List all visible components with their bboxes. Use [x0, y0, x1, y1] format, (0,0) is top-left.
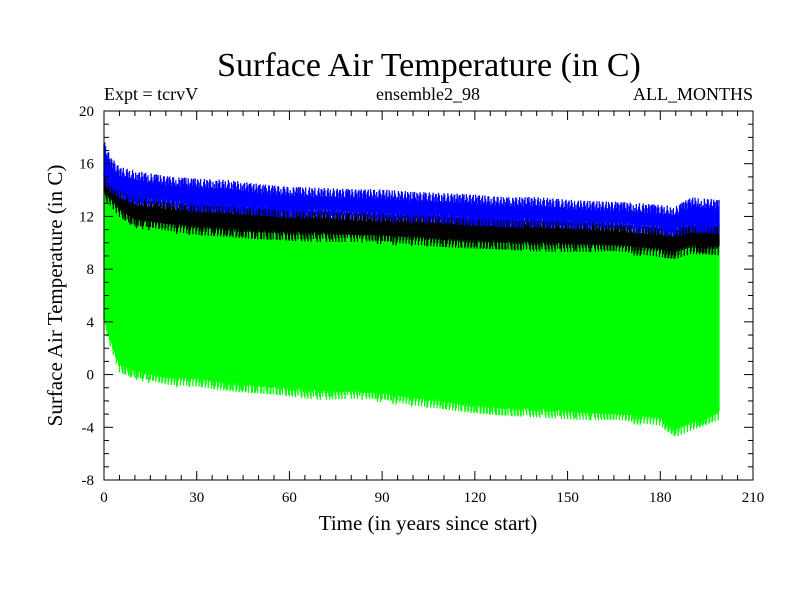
x-tick-label: 90 — [375, 490, 390, 506]
axes: -8 -4 0 4 8 12 16 20 0 30 60 90 120 150 180 210 — [79, 104, 764, 506]
ensemble-label: ensemble2_98 — [376, 84, 480, 104]
x-tick-label: 150 — [556, 490, 579, 506]
chart-title: Surface Air Temperature (in C) — [217, 47, 641, 84]
x-tick-label: 0 — [100, 490, 108, 506]
x-tick-label: 180 — [649, 490, 672, 506]
y-tick-label: -8 — [82, 473, 95, 489]
y-tick-label: 0 — [87, 368, 95, 384]
experiment-label: Expt = tcrvV — [104, 84, 198, 104]
plot-area — [103, 142, 720, 437]
x-tick-label: 210 — [742, 490, 765, 506]
x-axis-title: Time (in years since start) — [319, 511, 538, 535]
months-label: ALL_MONTHS — [633, 84, 753, 104]
y-tick-label: 20 — [79, 104, 94, 120]
y-tick-label: 12 — [79, 209, 94, 225]
x-tick-label: 30 — [189, 490, 204, 506]
y-tick-label: 8 — [87, 262, 95, 278]
x-tick-label: 60 — [282, 490, 297, 506]
y-tick-label: 4 — [87, 315, 95, 331]
x-tick-label: 120 — [464, 490, 487, 506]
y-tick-label: -4 — [82, 420, 95, 436]
y-tick-label: 16 — [79, 157, 95, 173]
y-axis-title: Surface Air Temperature (in C) — [43, 165, 67, 427]
